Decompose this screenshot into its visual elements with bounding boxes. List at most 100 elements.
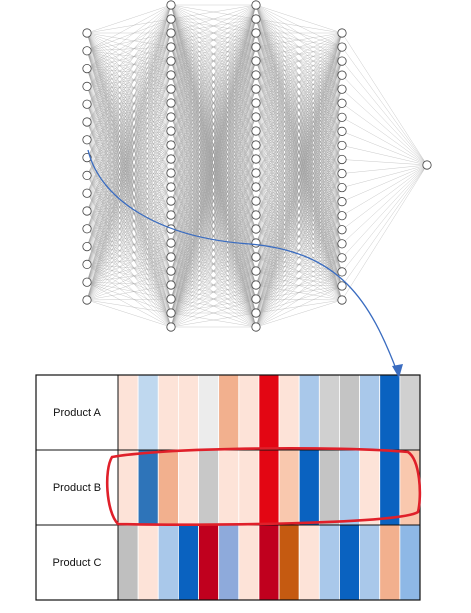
connection-line bbox=[86, 46, 172, 247]
heatmap-cell bbox=[157, 449, 179, 526]
network-node-layer-3 bbox=[251, 308, 261, 318]
connection-line bbox=[86, 104, 172, 188]
network-node-layer-3 bbox=[251, 280, 261, 290]
connection-line bbox=[86, 139, 172, 244]
connection-line bbox=[86, 104, 172, 160]
connection-line bbox=[255, 32, 343, 328]
network-node-layer-3 bbox=[251, 0, 261, 10]
connection-line bbox=[86, 4, 172, 301]
connection-line bbox=[86, 284, 172, 301]
network-node-layer-4 bbox=[337, 295, 347, 305]
connection-line bbox=[341, 103, 428, 166]
network-node-layer-4 bbox=[337, 154, 347, 165]
connection-line bbox=[255, 89, 343, 328]
connection-line bbox=[341, 164, 428, 174]
network-node-layer-3 bbox=[251, 168, 261, 178]
connection-line bbox=[170, 4, 257, 300]
connection-line bbox=[341, 164, 428, 301]
connection-line bbox=[86, 32, 172, 90]
connection-line bbox=[255, 32, 343, 314]
heatmap-cell bbox=[258, 449, 280, 526]
heatmap-cell bbox=[298, 524, 320, 601]
connection-line bbox=[255, 32, 343, 76]
connection-line bbox=[86, 158, 172, 283]
heatmap-cell bbox=[339, 374, 361, 451]
connection-line bbox=[341, 164, 428, 188]
connection-line bbox=[86, 60, 172, 265]
network-node-layer-4 bbox=[337, 225, 347, 235]
heatmap-cell bbox=[399, 524, 421, 601]
network-node-layer-2 bbox=[166, 280, 176, 290]
connection-line bbox=[86, 193, 172, 258]
connection-line bbox=[86, 60, 172, 283]
heatmap-cell bbox=[258, 374, 280, 451]
connection-line bbox=[170, 4, 257, 34]
network-node-layer-1 bbox=[82, 117, 92, 127]
connection-line bbox=[86, 4, 172, 123]
connection-line bbox=[86, 86, 172, 188]
network-node-layer-4 bbox=[337, 140, 347, 151]
connection-line bbox=[170, 298, 257, 328]
connection-line bbox=[255, 285, 343, 328]
heatmap-cell bbox=[379, 374, 401, 451]
connection-line bbox=[170, 284, 257, 328]
network-node-layer-2 bbox=[166, 0, 176, 10]
connection-line bbox=[86, 32, 172, 104]
connection-line bbox=[86, 256, 172, 301]
connection-line bbox=[170, 4, 257, 314]
connection-line bbox=[86, 4, 172, 229]
heatmap-cell bbox=[137, 374, 159, 451]
connection-line bbox=[86, 139, 172, 258]
connection-line bbox=[170, 144, 257, 328]
heatmap-cell bbox=[318, 374, 340, 451]
network-node-layer-4 bbox=[337, 98, 347, 108]
connection-line bbox=[86, 256, 172, 283]
connection-line bbox=[86, 88, 172, 301]
network-node-layer-3 bbox=[251, 56, 261, 66]
connection-line bbox=[255, 32, 343, 202]
connection-line bbox=[86, 68, 172, 146]
network-node-layer-2 bbox=[166, 140, 176, 150]
heatmap-cell bbox=[238, 449, 260, 526]
network-node-layer-2 bbox=[166, 322, 176, 332]
connection-line bbox=[255, 145, 343, 328]
connection-line bbox=[170, 4, 257, 104]
heatmap-cell bbox=[137, 524, 159, 601]
row-label-product-b: Product B bbox=[52, 481, 102, 494]
connection-line bbox=[86, 210, 172, 258]
connection-line bbox=[86, 18, 172, 283]
connection-line bbox=[86, 4, 172, 87]
network-node-layer-2 bbox=[166, 14, 176, 24]
network-node-layer-3 bbox=[251, 182, 261, 192]
connection-line bbox=[86, 4, 172, 51]
network-node-layer-3 bbox=[251, 266, 261, 276]
connection-line bbox=[255, 32, 343, 146]
network-node-layer-4 bbox=[337, 112, 347, 122]
connection-line bbox=[86, 130, 172, 265]
connection-line bbox=[86, 158, 172, 265]
connection-line bbox=[341, 89, 428, 166]
connection-line bbox=[170, 60, 257, 328]
network-node-layer-4 bbox=[337, 56, 347, 66]
connection-line bbox=[86, 121, 172, 174]
connection-line bbox=[170, 4, 257, 62]
connection-line bbox=[86, 88, 172, 265]
connection-line bbox=[170, 4, 257, 244]
connection-line bbox=[86, 32, 172, 301]
network-node-layer-2 bbox=[166, 252, 176, 262]
network-node-layer-3 bbox=[251, 84, 261, 94]
heatmap-cell bbox=[278, 374, 300, 451]
connection-line bbox=[86, 172, 172, 283]
connection-line bbox=[86, 139, 172, 188]
connection-line bbox=[86, 228, 172, 301]
connection-line bbox=[255, 131, 343, 328]
network-node-layer-3 bbox=[251, 252, 261, 262]
network-node-layer-2 bbox=[166, 28, 176, 38]
connection-line bbox=[86, 200, 172, 265]
network-connections bbox=[86, 4, 428, 328]
connection-line bbox=[86, 228, 172, 283]
connection-line bbox=[86, 264, 172, 328]
network-node-layer-3 bbox=[251, 238, 261, 248]
connection-line bbox=[86, 4, 172, 283]
